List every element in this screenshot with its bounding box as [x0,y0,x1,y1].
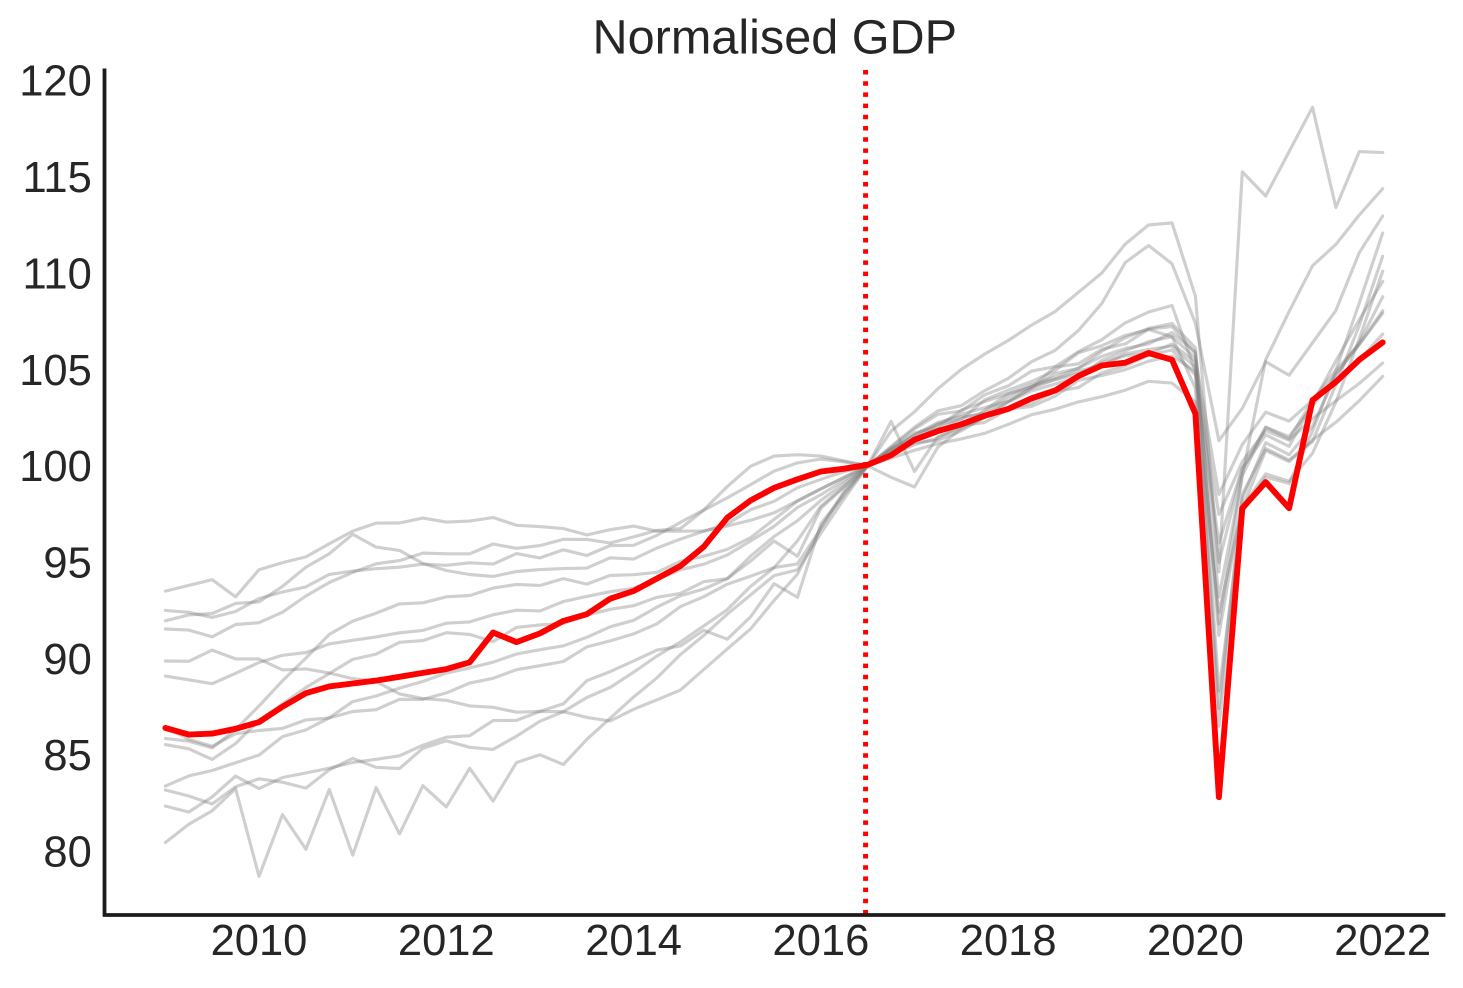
svg-text:2012: 2012 [398,917,495,965]
svg-text:2020: 2020 [1147,917,1244,965]
svg-text:2022: 2022 [1334,917,1431,965]
svg-text:105: 105 [19,347,92,395]
svg-text:90: 90 [43,636,91,684]
svg-text:120: 120 [19,58,92,106]
svg-text:80: 80 [43,829,91,877]
svg-text:2010: 2010 [211,917,308,965]
svg-text:100: 100 [19,443,92,491]
svg-text:115: 115 [22,154,91,202]
svg-text:85: 85 [43,732,91,780]
svg-text:Normalised GDP: Normalised GDP [593,10,958,64]
svg-text:2016: 2016 [773,917,870,965]
svg-text:95: 95 [43,540,91,588]
svg-text:2018: 2018 [960,917,1057,965]
svg-text:2014: 2014 [585,917,682,965]
svg-text:110: 110 [22,250,91,298]
